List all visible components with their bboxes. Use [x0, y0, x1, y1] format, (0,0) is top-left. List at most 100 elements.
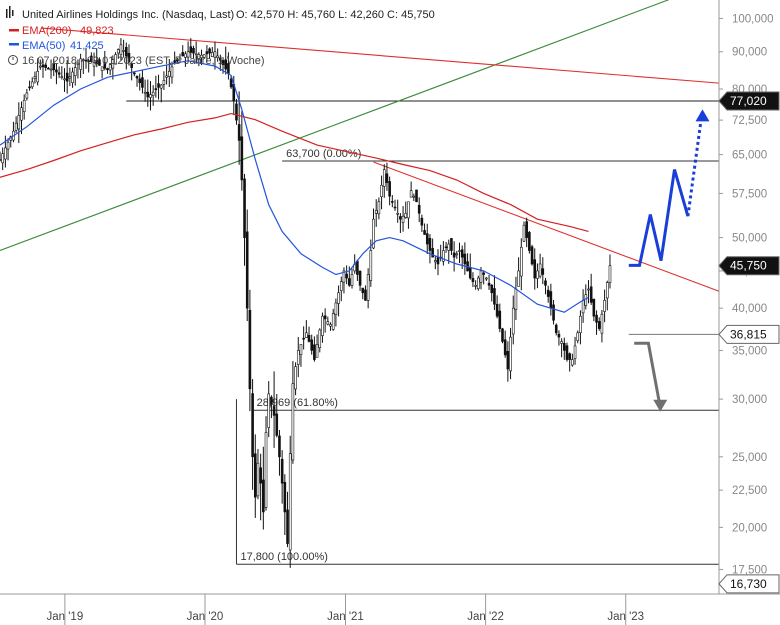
candle: [41, 59, 45, 78]
x-tick-label: Jan '20: [187, 611, 224, 623]
candle-body: [116, 49, 120, 54]
candle-body: [205, 51, 209, 55]
candle: [546, 285, 550, 303]
candle: [283, 474, 287, 536]
candle-body: [49, 68, 53, 71]
candle-body: [468, 267, 472, 279]
candle-body: [380, 184, 383, 197]
candle-body: [425, 233, 429, 245]
candle-body: [95, 60, 99, 65]
candle-body: [409, 190, 413, 198]
y-tick-label: 40,000: [732, 303, 767, 315]
ema200-swatch: [9, 29, 19, 32]
candle-body: [404, 212, 408, 218]
candle: [498, 303, 502, 333]
candle-body: [251, 393, 254, 458]
candle: [192, 45, 195, 59]
candle-body: [369, 250, 373, 281]
candle: [216, 48, 219, 62]
candle: [310, 334, 314, 355]
candle: [47, 66, 50, 70]
candle-body: [444, 246, 448, 249]
candle: [170, 61, 174, 84]
candle-body: [595, 314, 598, 323]
bearish-arrow-head: [653, 399, 668, 412]
candle-body: [65, 72, 69, 82]
candle-body: [538, 263, 542, 277]
candle: [358, 270, 362, 292]
candle: [388, 176, 391, 206]
candle: [581, 289, 585, 323]
candle-body: [167, 71, 171, 77]
candle: [55, 63, 58, 85]
candle-body: [310, 339, 314, 351]
candle-body: [372, 218, 375, 249]
candle: [434, 255, 437, 270]
candle-body: [146, 91, 150, 98]
candle-body: [579, 315, 582, 334]
candle-body: [350, 274, 354, 286]
candle-body: [377, 201, 381, 215]
candle-body: [358, 270, 362, 286]
candle-body: [267, 393, 271, 428]
candle: [84, 47, 88, 69]
candle: [423, 223, 426, 235]
candle-body: [479, 270, 483, 283]
candle: [87, 58, 90, 73]
ema50-legend: EMA(50) 41,425: [9, 40, 104, 52]
candle: [243, 173, 246, 266]
candle: [587, 280, 590, 304]
y-tick-label: 30,000: [732, 394, 767, 406]
candle-body: [243, 178, 246, 238]
price-badge-label: 16,730: [730, 577, 767, 591]
candle: [146, 79, 150, 107]
candle-body: [151, 91, 155, 96]
candle-body: [122, 50, 125, 52]
candle: [345, 265, 348, 285]
candle-body: [248, 309, 252, 390]
candle-body: [511, 307, 515, 335]
candle: [25, 88, 29, 101]
candle: [205, 45, 209, 62]
candle: [425, 223, 429, 255]
candle: [549, 283, 553, 316]
candle: [471, 272, 475, 288]
candle-body: [396, 212, 399, 215]
candle: [428, 234, 432, 264]
candle: [28, 80, 31, 91]
candle: [173, 51, 176, 65]
fib-level-label: 63,700 (0.00%): [286, 148, 361, 160]
candle: [452, 241, 456, 272]
candle: [503, 330, 507, 358]
candle: [133, 71, 136, 77]
candle: [30, 77, 34, 90]
candle: [557, 330, 561, 346]
candle-body: [356, 260, 359, 275]
candle-body: [428, 238, 432, 251]
candle: [382, 164, 386, 198]
price-badge-label: 77,020: [730, 94, 767, 108]
candle-body: [55, 69, 58, 73]
candle: [409, 181, 413, 198]
candle-body: [552, 304, 555, 321]
candle-body: [280, 458, 284, 484]
candle: [280, 450, 284, 504]
y-tick-label: 72,500: [732, 115, 767, 127]
candle: [267, 381, 271, 438]
price-badge: 16,730: [718, 574, 780, 594]
candle: [608, 254, 612, 289]
candle-body: [560, 341, 563, 344]
candle: [52, 58, 56, 77]
candle: [194, 41, 198, 63]
candle-body: [364, 289, 367, 301]
candle-body: [471, 278, 475, 282]
candle-body: [162, 80, 166, 85]
candle-body: [498, 310, 502, 329]
candle-body: [323, 315, 327, 320]
candle-body: [329, 324, 332, 327]
candle-body: [605, 282, 609, 299]
candle-body: [554, 324, 558, 334]
candle-body: [283, 481, 287, 513]
clock-icon: [8, 55, 18, 65]
